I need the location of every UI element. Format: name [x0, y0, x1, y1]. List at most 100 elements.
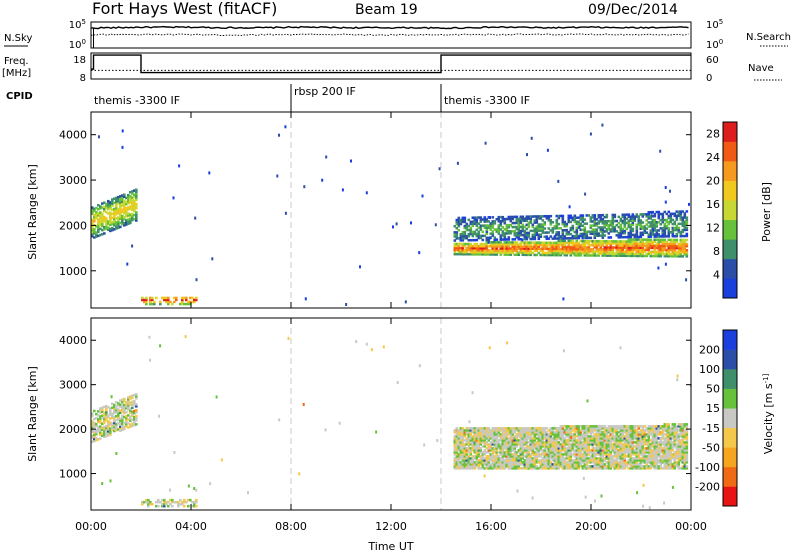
power-cell: [529, 217, 533, 220]
power-cell: [607, 242, 611, 245]
power-cell: [173, 300, 176, 304]
velocity-cell: [621, 457, 625, 460]
velocity-cell: [539, 463, 543, 466]
velocity-cell: [105, 424, 108, 428]
power-cell: [525, 247, 529, 250]
velocity-cell: [491, 461, 495, 464]
velocity-cell: [541, 453, 545, 456]
velocity-cell: [615, 435, 619, 438]
velocity-cell: [667, 461, 671, 464]
velocity-cell: [463, 467, 467, 470]
velocity-cell: [663, 457, 667, 460]
power-cell: [641, 248, 645, 252]
power-cell: [487, 216, 491, 219]
velocity-cell: [107, 424, 110, 427]
velocity-cell: [93, 409, 96, 413]
power-cell: [119, 213, 122, 216]
power-cell: [101, 202, 104, 205]
velocity-cell: [653, 435, 657, 438]
power-cell: [545, 235, 549, 238]
velocity-cell: [623, 445, 627, 448]
power-noise-cell: [350, 159, 352, 163]
power-cell: [475, 244, 479, 248]
velocity-cell: [455, 457, 459, 460]
velocity-cell: [533, 467, 537, 470]
power-cell: [627, 235, 631, 239]
power-cell: [559, 235, 563, 238]
power-cell: [631, 254, 635, 258]
power-cell: [515, 217, 519, 221]
velocity-cell: [509, 457, 513, 460]
velocity-cell: [93, 431, 96, 435]
power-cell: [523, 247, 527, 250]
power-cell: [551, 247, 555, 251]
velocity-cell: [461, 463, 465, 466]
velocity-cell: [647, 441, 651, 444]
power-cell: [625, 242, 629, 245]
power-cell: [483, 224, 487, 227]
velocity-cell: [469, 443, 473, 446]
power-noise-cell: [325, 155, 328, 159]
velocity-cell: [457, 455, 461, 458]
velocity-cell: [497, 451, 501, 454]
velocity-cell: [131, 424, 134, 428]
power-cell: [153, 302, 156, 306]
velocity-cell: [653, 455, 657, 458]
power-cell: [101, 233, 104, 236]
velocity-cell: [655, 445, 659, 448]
velocity-cell: [133, 399, 136, 403]
velocity-cell: [679, 435, 683, 438]
velocity-cell: [661, 455, 665, 458]
velocity-cell: [497, 441, 501, 444]
velocity-cell: [675, 437, 679, 440]
power-cell: [529, 249, 533, 252]
velocity-cell: [657, 443, 661, 446]
power-cell: [549, 245, 553, 249]
velocity-noise-cell: [396, 381, 399, 384]
power-cell: [651, 210, 655, 214]
velocity-cell: [599, 441, 603, 444]
velocity-cell: [107, 434, 110, 437]
velocity-cell: [665, 453, 669, 456]
power-cell: [635, 213, 639, 216]
power-y-tick-label: 4000: [59, 129, 87, 142]
power-cell: [547, 249, 551, 253]
velocity-cell: [477, 463, 481, 466]
power-colorbar-swatch: [723, 180, 737, 201]
velocity-cell: [91, 426, 94, 429]
velocity-cell: [553, 461, 557, 464]
power-cell: [179, 302, 182, 306]
power-cell: [133, 213, 136, 217]
velocity-cell: [569, 443, 573, 446]
velocity-cell: [641, 425, 645, 428]
power-cell: [457, 222, 461, 226]
power-cell: [95, 210, 98, 214]
power-cell: [639, 244, 643, 247]
power-cell: [119, 215, 122, 218]
velocity-cell: [671, 443, 675, 446]
velocity-cell: [681, 439, 685, 442]
velocity-cell: [589, 427, 593, 430]
power-cell: [661, 212, 665, 216]
velocity-cell: [471, 439, 475, 442]
velocity-cell: [455, 435, 459, 438]
power-cell: [567, 249, 571, 253]
velocity-cell: [493, 447, 497, 450]
velocity-cell: [589, 451, 593, 454]
power-cell: [117, 224, 120, 227]
power-cell: [479, 253, 483, 256]
velocity-cell: [133, 423, 136, 427]
velocity-cell: [673, 433, 677, 436]
velocity-cell: [669, 445, 673, 448]
velocity-cell: [619, 461, 623, 464]
power-cell: [671, 230, 675, 234]
velocity-cell: [565, 435, 569, 438]
power-cell: [611, 230, 615, 233]
velocity-cell: [171, 500, 174, 504]
power-cell: [621, 221, 625, 225]
power-cell: [609, 244, 613, 247]
velocity-cell: [585, 457, 589, 460]
power-cell: [665, 218, 669, 222]
power-cell: [571, 224, 575, 228]
velocity-cell: [569, 429, 573, 432]
